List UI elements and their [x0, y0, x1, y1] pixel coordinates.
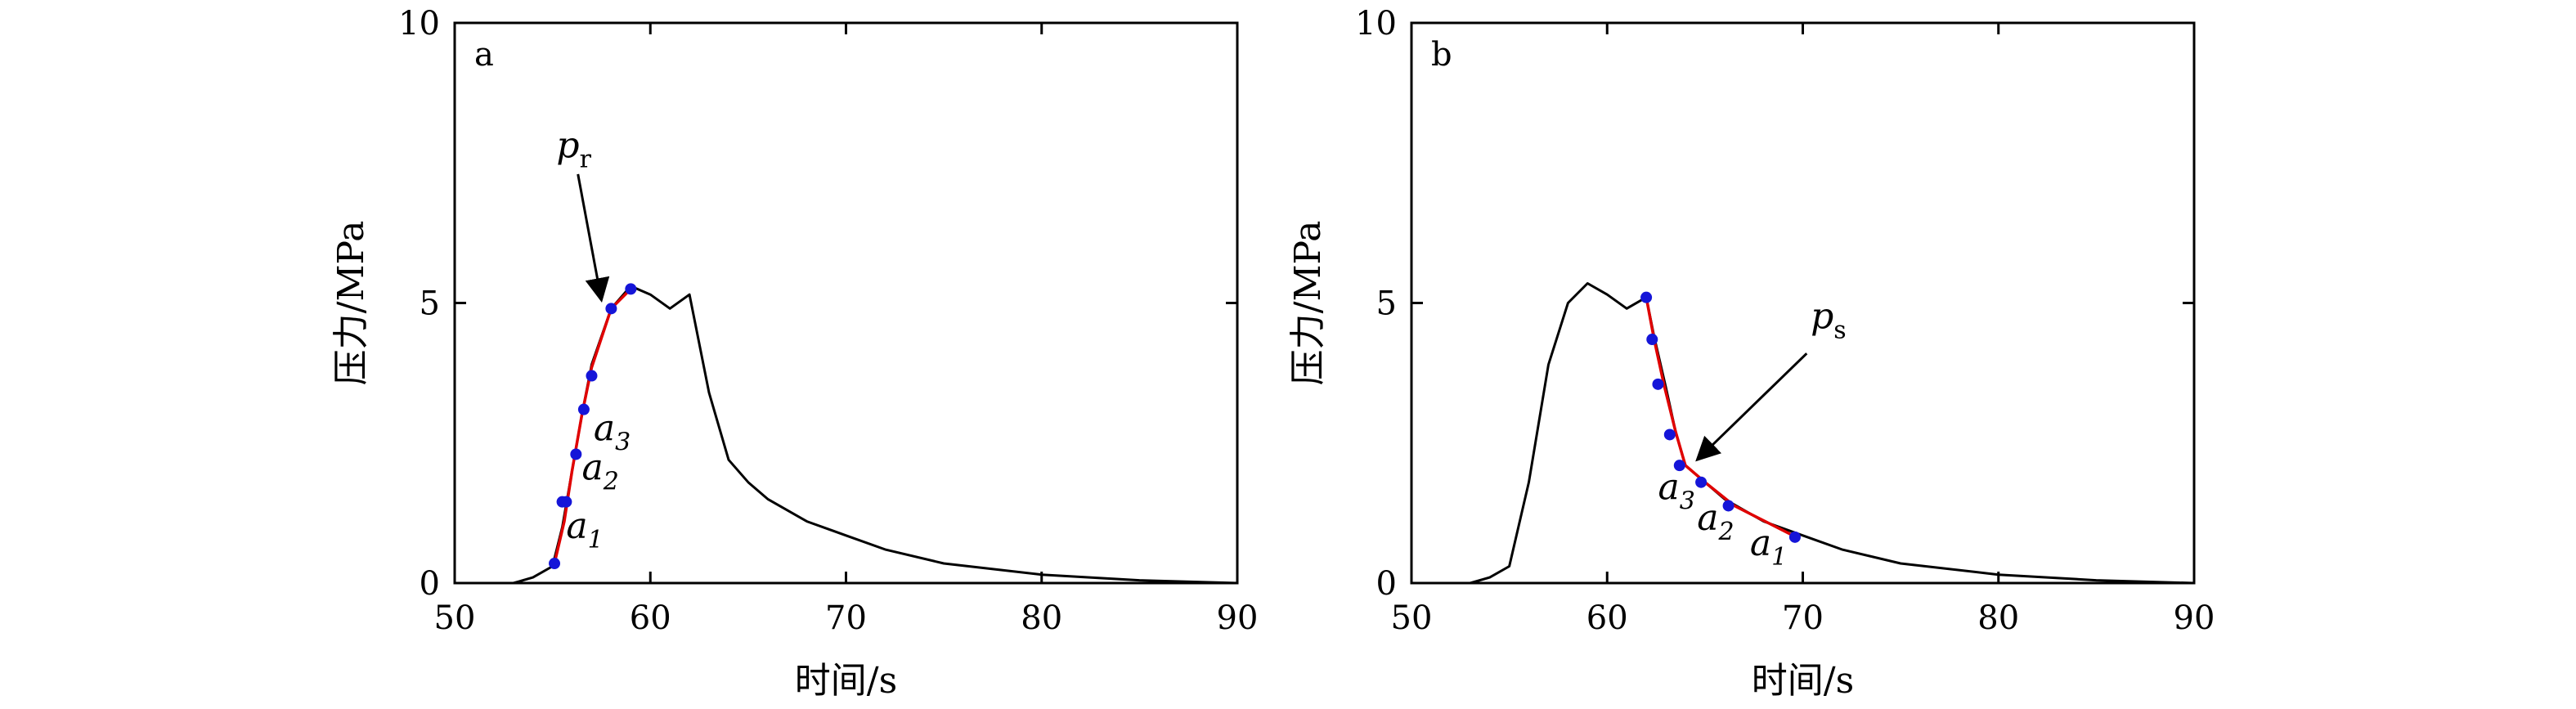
annotation-subscript: 1 [1771, 543, 1787, 572]
panel-label: b [1431, 36, 1452, 74]
data-point [605, 303, 617, 315]
x-tick-label: 80 [1021, 599, 1062, 637]
data-point [1640, 291, 1653, 303]
annotation-subscript: 1 [588, 526, 604, 554]
annotation-symbol: p [556, 124, 579, 166]
plot-frame [1410, 21, 2196, 585]
data-point [586, 370, 598, 382]
annotation-label: ps [1811, 295, 1847, 344]
y-tick-label: 0 [420, 565, 440, 603]
y-tick-label: 5 [420, 285, 440, 323]
x-tick-label: 60 [630, 599, 671, 637]
data-point [1695, 476, 1708, 488]
annotation-label: a1 [566, 505, 603, 554]
annotation-label: pr [556, 124, 591, 173]
x-tick-label: 70 [1782, 599, 1824, 637]
data-point [560, 496, 572, 508]
annotation-subscript: s [1833, 316, 1846, 344]
annotation-label: a3 [594, 407, 631, 456]
x-tick-label: 80 [1977, 599, 2019, 637]
annotation-label: a3 [1658, 466, 1694, 515]
annotation-label: a2 [582, 446, 619, 496]
annotation-subscript: 3 [1680, 487, 1695, 515]
annotation-label: a2 [1697, 497, 1734, 546]
plot-frame [453, 21, 1239, 585]
annotation-symbol: a [1658, 466, 1679, 508]
x-tick-label: 90 [1217, 599, 1259, 637]
annotation-symbol: a [594, 407, 615, 449]
data-point [577, 403, 590, 415]
panel-label: a [474, 36, 494, 74]
data-point [549, 558, 561, 570]
y-tick-label: 5 [1376, 285, 1397, 323]
x-axis-title: 时间/s [1752, 660, 1854, 702]
data-point [1673, 460, 1685, 472]
annotation-subscript: 2 [603, 467, 619, 496]
annotation-arrow [1695, 352, 1808, 462]
annotation-symbol: a [566, 505, 587, 547]
annotation-symbol: p [1811, 295, 1833, 337]
annotation-symbol: a [1750, 523, 1771, 564]
annotation-subscript: r [580, 145, 592, 173]
y-tick-label: 10 [398, 5, 440, 43]
data-point [1722, 500, 1735, 512]
x-tick-label: 90 [2174, 599, 2215, 637]
data-point [1646, 334, 1658, 346]
y-axis-title: 压力/MPa [1287, 221, 1329, 386]
annotation-label: a1 [1750, 523, 1787, 572]
annotation-symbol: a [582, 446, 604, 488]
data-point [625, 283, 637, 295]
data-point [570, 448, 582, 460]
annotation-symbol: a [1697, 497, 1718, 539]
annotation-subscript: 2 [1718, 518, 1735, 546]
x-tick-label: 70 [825, 599, 867, 637]
x-axis-title: 时间/s [795, 660, 897, 702]
x-tick-label: 60 [1586, 599, 1628, 637]
data-point [1788, 531, 1801, 543]
data-point [1652, 378, 1664, 390]
annotation-subscript: 3 [615, 428, 631, 456]
y-axis-title: 压力/MPa [330, 221, 372, 386]
y-tick-label: 0 [1376, 565, 1397, 603]
y-tick-label: 10 [1355, 5, 1397, 43]
annotation-arrow [577, 173, 610, 303]
data-point [1663, 429, 1676, 441]
pressure-curve [1411, 282, 2195, 585]
x-tick-label: 50 [434, 599, 476, 637]
x-tick-label: 50 [1391, 599, 1433, 637]
